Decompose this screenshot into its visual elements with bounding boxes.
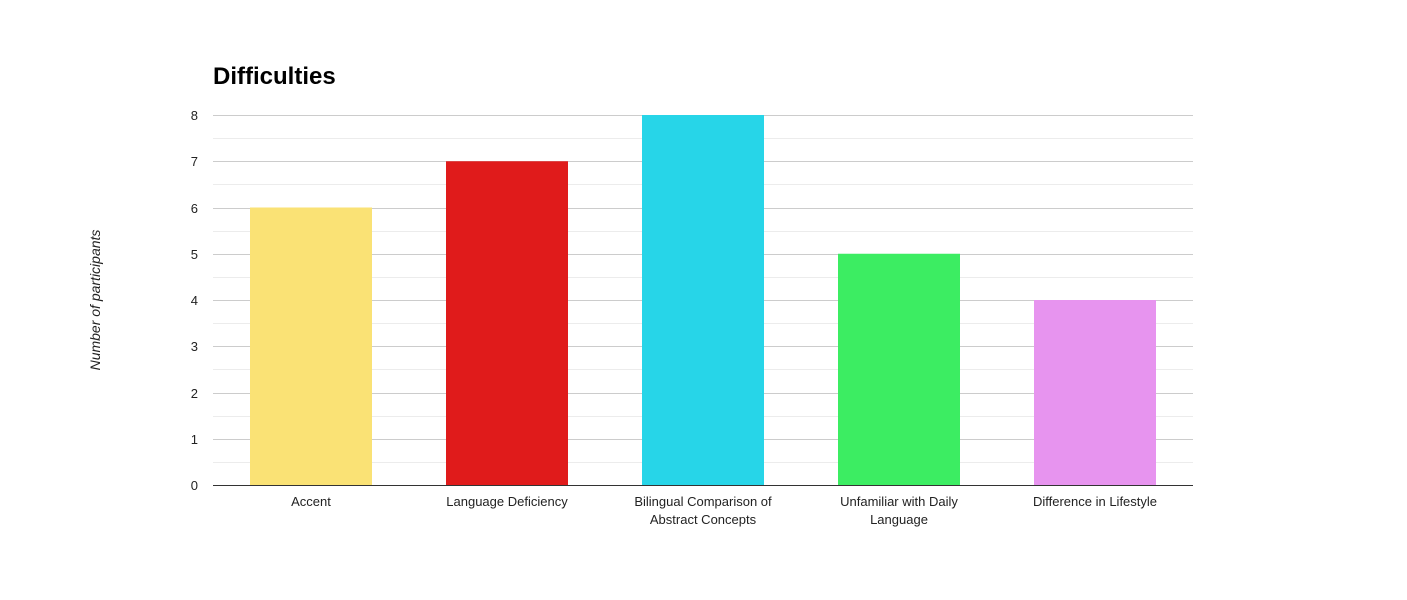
x-tick-label: Accent: [291, 494, 331, 509]
x-tick-label-line: Unfamiliar with Daily: [840, 494, 958, 509]
y-tick-label: 7: [191, 154, 198, 169]
x-tick-label-line: Language Deficiency: [446, 494, 568, 509]
y-tick-label: 0: [191, 478, 198, 493]
x-tick-label-line: Language: [870, 512, 928, 527]
bar-5: [1034, 300, 1156, 485]
y-axis-ticks: 0 1 2 3 4 5 6 7 8: [191, 108, 198, 493]
x-tick-label: Bilingual Comparison of Abstract Concepts: [634, 494, 772, 527]
x-tick-label-line: Accent: [291, 494, 331, 509]
y-axis-label: Number of participants: [87, 230, 103, 371]
bars: [250, 115, 1156, 485]
x-tick-label-line: Difference in Lifestyle: [1033, 494, 1157, 509]
x-tick-label-line: Bilingual Comparison of: [634, 494, 772, 509]
x-tick-label: Unfamiliar with Daily Language: [840, 494, 958, 527]
x-tick-label: Language Deficiency: [446, 494, 568, 509]
y-tick-label: 1: [191, 432, 198, 447]
bar-1: [250, 207, 372, 485]
y-tick-label: 4: [191, 293, 198, 308]
chart-title: Difficulties: [213, 63, 336, 90]
y-tick-label: 3: [191, 339, 198, 354]
y-tick-label: 8: [191, 108, 198, 123]
bar-4: [838, 253, 960, 485]
y-tick-label: 5: [191, 247, 198, 262]
x-tick-label: Difference in Lifestyle: [1033, 494, 1157, 509]
y-tick-label: 2: [191, 386, 198, 401]
x-axis-labels: Accent Language Deficiency Bilingual Compa…: [291, 494, 1157, 527]
bar-2: [446, 161, 568, 485]
x-tick-label-line: Abstract Concepts: [650, 512, 757, 527]
bar-3: [642, 115, 764, 485]
y-tick-label: 6: [191, 201, 198, 216]
